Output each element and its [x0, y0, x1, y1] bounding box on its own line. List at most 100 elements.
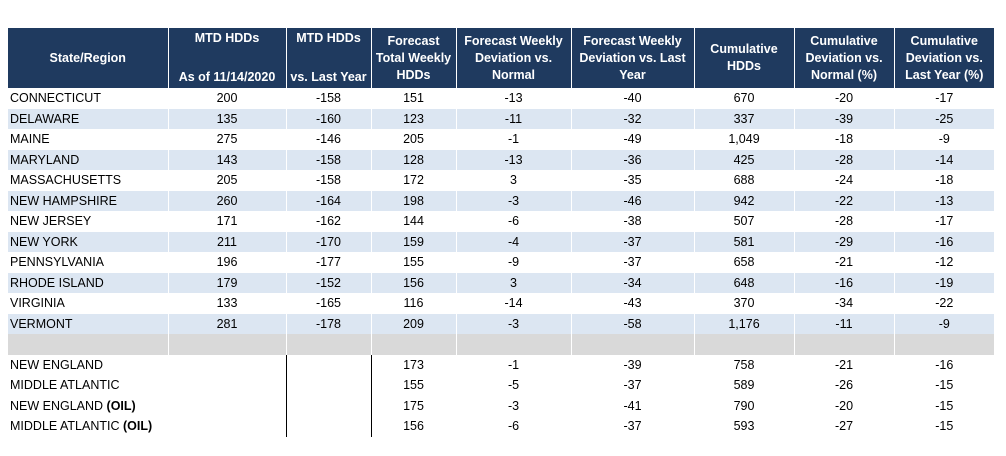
cell-cum: 425 [694, 149, 795, 170]
cell-fc-dev-normal: -1 [456, 129, 572, 150]
header-cumulative: Cumulative HDDs [694, 28, 795, 88]
cell-cum-dev-ly: -16 [935, 357, 954, 372]
cell-name: NEW HAMPSHIRE [8, 190, 169, 211]
header-forecast-total: Forecast Total Weekly HDDs [371, 28, 457, 88]
cell-fc-dev-normal: -5 [456, 375, 572, 396]
table-row: MAINE 275 -146 205 -1 -49 1,049 -18 -9 [8, 129, 994, 150]
separator-cell [8, 334, 169, 355]
cell-cum-dev-ly: -22 [935, 296, 954, 311]
table-row: NEW HAMPSHIRE 260 -164 198 -3 -46 942 -22 -13 [8, 190, 994, 211]
cell-fc-total: 209 [371, 313, 457, 334]
region-name-suffix: (OIL) [122, 419, 153, 434]
cell-fc-total: 156 [371, 416, 457, 437]
cell-mtd-ly: -165 [286, 293, 372, 314]
cell-mtd: 179 [168, 272, 287, 293]
cell-cum-dev-ly: -19 [894, 272, 994, 293]
cell-cum-dev-ly: -15 [935, 398, 954, 413]
cell-fc-total: 128 [371, 149, 457, 170]
cell-fc-total: 151 [371, 88, 457, 109]
table-row: VIRGINIA 133 -165 116 -14 -43 370 -34 -22 [8, 293, 994, 314]
cell-region-name: NEW ENGLAND [8, 354, 169, 375]
cell-name: MASSACHUSETTS [8, 170, 169, 191]
table-row: VERMONT 281 -178 209 -3 -58 1,176 -11 -9 [8, 313, 994, 334]
cell-blank [168, 416, 287, 437]
cell-cum: 942 [694, 190, 795, 211]
cell-cum: 589 [694, 375, 795, 396]
cell-fc-dev-normal: -14 [456, 293, 572, 314]
header-mtd-bottom: As of 11/14/2020 [178, 70, 276, 84]
header-mtd-ly-bottom: vs. Last Year [290, 70, 367, 84]
cell-mtd-ly: -164 [286, 190, 372, 211]
cell-fc-total: 116 [371, 293, 457, 314]
cell-fc-total: 123 [371, 108, 457, 129]
region-name-text: MIDDLE ATLANTIC [10, 378, 120, 393]
separator-cell [456, 334, 572, 355]
cell-cum: 337 [694, 108, 795, 129]
cell-cum-dev-normal: -20 [794, 88, 895, 109]
cell-cum-dev-ly: -17 [935, 91, 954, 106]
cell-fc-dev-ly: -39 [571, 354, 695, 375]
cell-cum-dev-ly: -16 [894, 231, 994, 252]
cell-fc-dev-ly: -41 [571, 395, 695, 416]
cell-cum-dev-ly: -9 [894, 313, 994, 334]
cell-cum-dev-normal: -29 [794, 231, 895, 252]
cell-cum-dev-normal: -11 [794, 313, 895, 334]
cell-cum: 1,049 [694, 129, 795, 150]
separator-cell [571, 334, 695, 355]
cell-fc-dev-ly: -35 [571, 170, 695, 191]
cell-name: DELAWARE [8, 108, 169, 129]
cell-name: NEW JERSEY [8, 211, 169, 232]
region-name-text: NEW ENGLAND [10, 398, 107, 413]
header-mtd: MTD HDDs As of 11/14/2020 [168, 28, 287, 88]
cell-cum: 658 [694, 252, 795, 273]
cell-fc-dev-normal: -3 [456, 190, 572, 211]
cell-fc-total: 155 [371, 375, 457, 396]
separator-cell [794, 334, 895, 355]
cell-fc-dev-ly: -36 [571, 149, 695, 170]
header-mtd-ly: MTD HDDs vs. Last Year [286, 28, 372, 88]
header-state: State/Region [8, 28, 169, 88]
cell-cum: 581 [694, 231, 795, 252]
table-body: CONNECTICUT 200 -158 151 -13 -40 670 -20 -17 DELA… [8, 88, 994, 437]
cell-fc-dev-ly: -46 [571, 190, 695, 211]
cell-fc-dev-normal: -3 [456, 313, 572, 334]
cell-blank [286, 416, 372, 437]
cell-cum-dev-ly: -14 [894, 149, 994, 170]
cell-mtd-ly: -152 [286, 272, 372, 293]
cell-cum-dev-normal: -26 [794, 375, 895, 396]
cell-fc-dev-ly: -37 [571, 252, 695, 273]
cell-cum: 758 [694, 354, 795, 375]
separator-cell [894, 334, 994, 355]
cell-fc-total: 198 [371, 190, 457, 211]
cell-mtd-ly: -170 [286, 231, 372, 252]
region-row: NEW ENGLAND (OIL) 175 -3 -41 790 -20 -15 [8, 395, 994, 416]
cell-cum-dev-normal: -20 [794, 395, 895, 416]
cell-mtd: 281 [168, 313, 287, 334]
cell-fc-dev-normal: -6 [456, 416, 572, 437]
cell-cum-dev-normal: -18 [794, 129, 895, 150]
cell-mtd-ly: -162 [286, 211, 372, 232]
cell-fc-total: 205 [371, 129, 457, 150]
cell-mtd: 205 [168, 170, 287, 191]
cell-cum-dev-normal: -28 [794, 149, 895, 170]
cell-fc-dev-ly: -37 [571, 375, 695, 396]
cell-fc-dev-normal: -11 [456, 108, 572, 129]
cell-cum-dev-normal: -39 [794, 108, 895, 129]
cell-mtd: 171 [168, 211, 287, 232]
cell-cum: 507 [694, 211, 795, 232]
cell-fc-total: 159 [371, 231, 457, 252]
cell-fc-dev-ly: -43 [571, 293, 695, 314]
cell-name: MAINE [8, 129, 169, 150]
region-name-text: MIDDLE ATLANTIC [10, 419, 123, 434]
region-row: NEW ENGLAND 173 -1 -39 758 -21 -16 [8, 354, 994, 375]
region-name-suffix: (OIL) [106, 398, 136, 413]
cell-fc-total: 144 [371, 211, 457, 232]
cell-name: MARYLAND [8, 149, 169, 170]
cell-cum-dev-normal: -34 [794, 293, 895, 314]
cell-cum-dev-ly: -18 [935, 173, 954, 188]
table-row: DELAWARE 135 -160 123 -11 -32 337 -39 -25 [8, 108, 994, 129]
cell-cum: 370 [694, 293, 795, 314]
cell-fc-total: 155 [371, 252, 457, 273]
cell-fc-dev-ly: -40 [571, 88, 695, 109]
table-row: NEW YORK 211 -170 159 -4 -37 581 -29 -16 [8, 231, 994, 252]
